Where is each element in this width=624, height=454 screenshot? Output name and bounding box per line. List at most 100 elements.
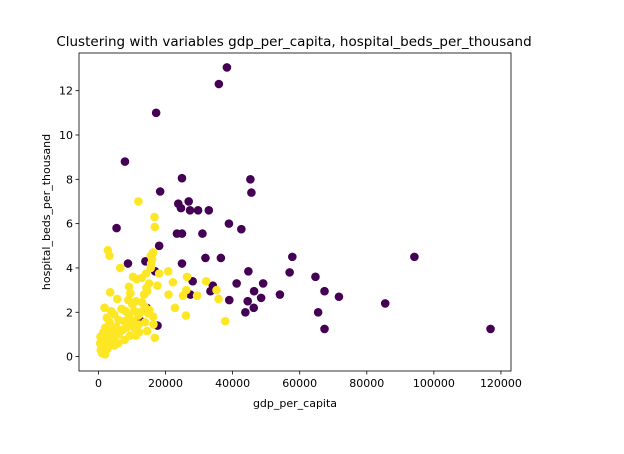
data-point: [150, 222, 160, 232]
data-point: [212, 285, 221, 295]
x-axis-label: gdp_per_capita: [253, 397, 337, 410]
data-point: [142, 326, 152, 336]
data-point: [95, 339, 105, 348]
data-point: [124, 282, 134, 292]
y-axis-label: hospital_beds_per_thousand: [40, 134, 53, 290]
y-tick-label: 2: [66, 306, 73, 319]
data-point: [168, 278, 178, 287]
y-axis-ticks: 0 2 4 6 8 10 12: [59, 85, 79, 364]
data-point: [216, 253, 226, 263]
data-point: [105, 288, 115, 297]
data-point: [128, 300, 137, 309]
data-point: [134, 197, 143, 206]
data-point: [222, 63, 232, 72]
data-point: [154, 241, 164, 251]
data-point: [285, 268, 294, 277]
data-points: [95, 63, 495, 359]
data-point: [214, 79, 224, 89]
data-point: [132, 274, 141, 284]
y-tick-label: 6: [66, 218, 73, 231]
data-point: [177, 259, 187, 268]
data-point: [109, 341, 119, 350]
data-point: [126, 289, 135, 298]
plot-frame: [78, 52, 512, 372]
data-point: [139, 290, 149, 299]
x-tick-label: 60000: [282, 377, 317, 390]
data-point: [134, 311, 143, 320]
data-point: [244, 266, 253, 276]
data-point: [182, 272, 192, 282]
data-point: [100, 350, 110, 359]
data-point: [201, 253, 210, 263]
data-point: [120, 157, 130, 166]
data-point: [193, 206, 203, 215]
data-point: [185, 206, 195, 215]
data-point: [170, 303, 180, 313]
data-point: [150, 212, 159, 222]
y-tick-label: 0: [66, 351, 73, 364]
data-point: [313, 307, 323, 317]
data-point: [201, 276, 211, 286]
data-point: [249, 303, 259, 313]
x-tick-label: 120000: [480, 377, 522, 390]
data-point: [181, 311, 191, 320]
data-point: [192, 291, 202, 300]
data-point: [164, 290, 173, 299]
y-tick-label: 10: [59, 129, 73, 142]
data-point: [148, 312, 158, 322]
data-point: [249, 286, 259, 296]
data-point: [154, 269, 164, 278]
data-point: [131, 331, 141, 340]
data-point: [123, 259, 133, 268]
data-point: [237, 224, 246, 234]
x-tick-label: 80000: [349, 377, 384, 390]
y-tick-label: 8: [66, 173, 73, 186]
data-point: [198, 229, 207, 238]
data-point: [256, 293, 266, 303]
data-point: [224, 295, 234, 305]
chart-title: Clustering with variables gdp_per_capita…: [56, 34, 531, 50]
data-point: [112, 223, 121, 233]
data-point: [258, 279, 268, 288]
data-point: [177, 229, 187, 238]
x-tick-label: 100000: [413, 377, 455, 390]
data-point: [120, 335, 129, 345]
x-tick-label: 40000: [215, 377, 250, 390]
data-point: [288, 252, 297, 262]
data-point: [149, 320, 158, 329]
y-tick-label: 4: [66, 262, 73, 275]
data-point: [100, 303, 109, 313]
data-point: [275, 290, 285, 299]
data-point: [232, 279, 241, 288]
data-point: [486, 324, 495, 334]
data-point: [163, 266, 173, 276]
data-point: [243, 296, 253, 306]
data-point: [220, 316, 230, 326]
data-point: [380, 299, 390, 308]
x-tick-label: 0: [95, 377, 102, 390]
data-point: [155, 187, 165, 196]
data-point: [153, 281, 162, 290]
data-point: [178, 291, 188, 300]
data-point: [204, 206, 214, 215]
data-point: [115, 263, 125, 273]
x-tick-label: 20000: [148, 377, 183, 390]
data-point: [177, 173, 187, 183]
data-point: [320, 286, 329, 296]
data-point: [246, 175, 255, 184]
y-tick-label: 12: [59, 85, 73, 98]
data-point: [311, 272, 320, 282]
data-point: [224, 219, 234, 228]
x-axis-ticks: 0 20000 40000 60000 80000 100000 120000: [95, 371, 522, 390]
data-point: [151, 108, 161, 118]
data-point: [176, 203, 186, 213]
data-point: [334, 292, 344, 302]
data-point: [214, 294, 223, 304]
data-point: [112, 294, 122, 304]
data-point: [320, 324, 329, 334]
data-point: [105, 251, 114, 261]
data-point: [241, 307, 250, 317]
data-point: [247, 188, 256, 197]
data-point: [150, 333, 160, 343]
